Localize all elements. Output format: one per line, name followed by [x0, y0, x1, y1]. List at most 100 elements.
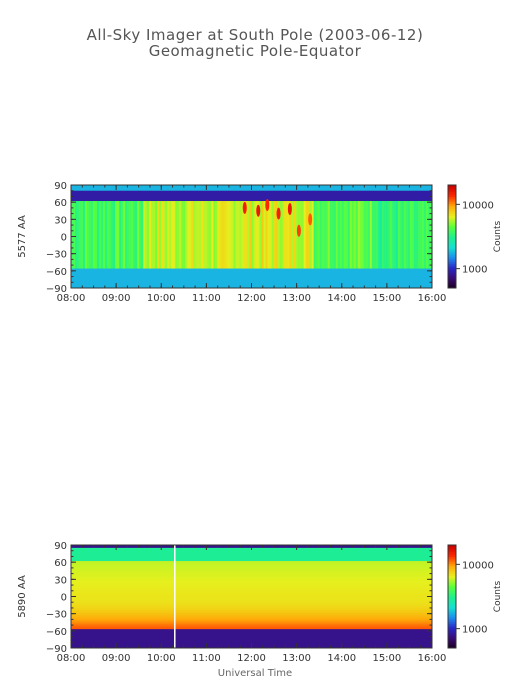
colorbar-step [448, 222, 456, 225]
colorbar-step [448, 200, 456, 203]
heatmap-row [71, 627, 432, 630]
colorbar-step [448, 190, 456, 193]
heatmap-row [71, 604, 432, 607]
colorbar-step [448, 207, 456, 210]
colorbar-step [448, 557, 456, 560]
heatmap-column [189, 201, 192, 269]
heatmap-column [251, 201, 255, 269]
heatmap-column [367, 201, 371, 269]
colorbar-step [448, 646, 456, 649]
heatmap-column [355, 201, 359, 269]
colorbar-step [448, 226, 456, 229]
heatmap-row [71, 601, 432, 604]
colorbar-step [448, 281, 456, 284]
colorbar-step [448, 567, 456, 570]
heatmap-column [187, 201, 190, 269]
x-tick-label: 10:00 [147, 293, 176, 304]
heatmap-column [305, 201, 309, 269]
colorbar-step [448, 224, 456, 227]
heatmap-column [399, 201, 403, 269]
heatmap-column [283, 201, 287, 269]
colorbar-step [448, 598, 456, 601]
heatmap-row [71, 582, 432, 585]
heatmap-column [157, 201, 160, 269]
heatmap-row [71, 574, 432, 577]
heatmap-column [145, 201, 148, 269]
colorbar-step [448, 620, 456, 623]
heatmap-column [261, 201, 265, 269]
heatmap-column [101, 201, 104, 269]
heatmap-column [121, 201, 124, 269]
heatmap-column [215, 201, 219, 269]
y-tick-label: −90 [46, 644, 67, 655]
heatmap-column [173, 201, 176, 269]
heatmap-row [71, 592, 432, 595]
colorbar-step [448, 599, 456, 603]
heatmap-column [185, 201, 188, 269]
heatmap-column [175, 201, 178, 269]
heatmap-column [147, 201, 150, 269]
heatmap-row [71, 572, 432, 575]
heatmap-row [71, 595, 432, 598]
colorbar-step [448, 546, 456, 549]
heatmap-row [71, 620, 432, 623]
heatmap-row [71, 593, 432, 596]
heatmap-column [149, 201, 152, 269]
colorbar-step [448, 188, 456, 191]
heatmap-column [269, 201, 273, 269]
colorbar-step [448, 269, 456, 272]
x-tick-label: 14:00 [327, 293, 356, 304]
x-axis-label: Universal Time [217, 668, 293, 679]
colorbar-step [448, 191, 456, 195]
heatmap-column [291, 201, 295, 269]
heatmap-row [71, 603, 432, 606]
colorbar-step [448, 596, 456, 599]
bright-spot [296, 224, 301, 237]
heatmap-column [363, 201, 367, 269]
colorbar-step [448, 217, 456, 220]
heatmap-column [177, 201, 180, 269]
colorbar: 10000 1000 Counts [447, 184, 503, 289]
colorbar-step [448, 253, 456, 256]
colorbar-step [448, 257, 456, 260]
heatmap-column [257, 201, 261, 269]
heatmap-column [195, 201, 198, 269]
heatmap-column [375, 201, 379, 269]
colorbar-step [448, 193, 456, 196]
heatmap-column [323, 201, 327, 269]
bright-spot [276, 207, 281, 220]
colorbar-step [448, 231, 456, 234]
heatmap-column [159, 201, 162, 269]
colorbar-step [448, 586, 456, 589]
colorbar-step [448, 239, 456, 243]
heatmap-row [71, 608, 432, 611]
colorbar-step [448, 611, 456, 615]
heatmap-column [423, 201, 427, 269]
heatmap-column [373, 201, 377, 269]
colorbar-step [448, 262, 456, 265]
x-tick-label: 13:00 [282, 653, 311, 664]
colorbar-step [448, 250, 456, 253]
heatmap-column [225, 201, 229, 269]
colorbar-step [448, 562, 456, 565]
heatmap-column [299, 201, 303, 269]
colorbar-step [448, 265, 456, 268]
colorbar-step [448, 238, 456, 241]
colorbar-step [448, 210, 456, 213]
colorbar-step [448, 584, 456, 587]
y-tick-label: −30 [46, 610, 67, 621]
heatmap-column [209, 201, 212, 269]
heatmap-row [71, 616, 432, 618]
heatmap-row [71, 598, 432, 600]
colorbar-step [448, 272, 456, 275]
heatmap-column [313, 201, 317, 269]
colorbar-step [448, 632, 456, 635]
heatmap-column [401, 201, 405, 269]
heatmap-column [255, 201, 259, 269]
heatmap-column [311, 201, 315, 269]
heatmap-column [165, 201, 168, 269]
heatmap-column [71, 201, 74, 269]
x-tick-label: 15:00 [372, 653, 401, 664]
heatmap-column [397, 201, 401, 269]
colorbar-step [448, 606, 456, 610]
